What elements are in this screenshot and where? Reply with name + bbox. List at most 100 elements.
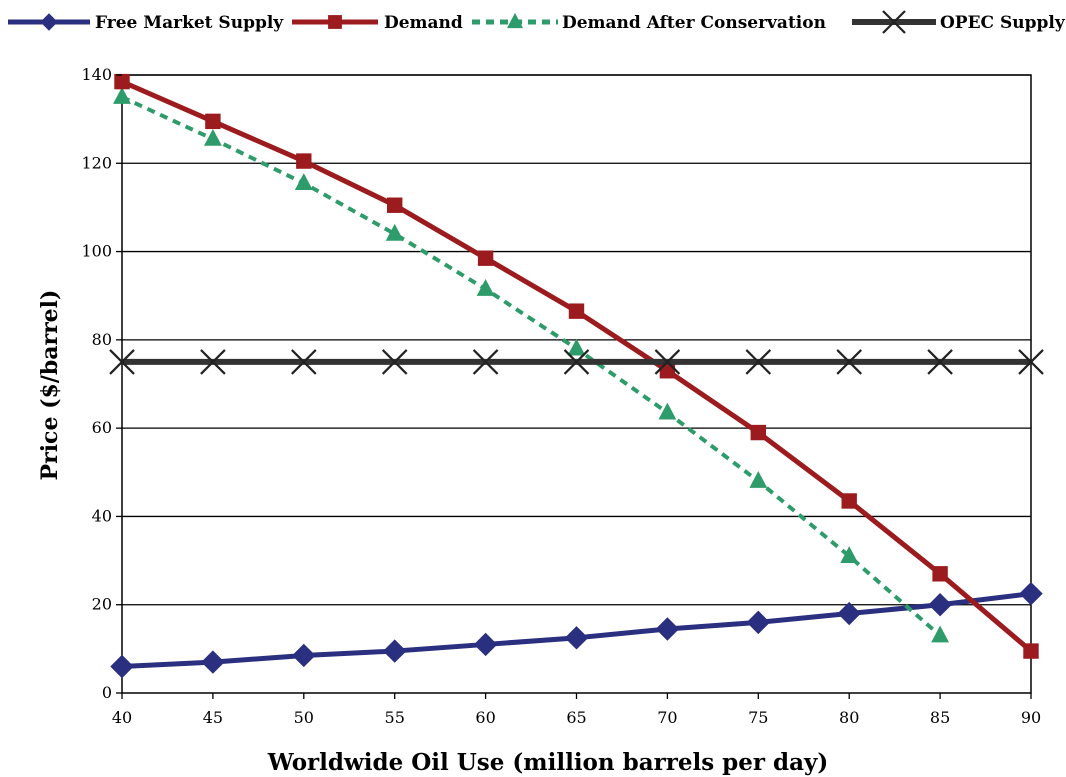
point-marker: [114, 73, 130, 90]
legend-item: OPEC Supply: [852, 10, 1066, 34]
point-marker: [1019, 581, 1043, 606]
series-opec-supply: [109, 349, 1044, 375]
x-tick-label: 50: [294, 708, 314, 727]
point-marker: [1018, 349, 1044, 375]
y-tick-label: 120: [81, 153, 112, 172]
x-marker-stroke: [291, 349, 317, 375]
point-marker: [328, 15, 342, 29]
gridlines: [122, 74, 1031, 606]
point-marker: [296, 153, 312, 169]
y-axis-label: Price ($/barrel): [37, 290, 63, 481]
point-marker: [932, 566, 948, 582]
point-marker: [477, 250, 494, 266]
x-tick-label: 80: [839, 708, 859, 727]
point-marker: [564, 626, 589, 650]
point-marker: [837, 601, 861, 626]
legend: Free Market Supply Demand Demand After Con…: [8, 10, 1066, 34]
point-marker: [109, 349, 135, 375]
x-marker-stroke: [836, 349, 862, 375]
series-demand: [114, 73, 1039, 659]
y-tick-label: 60: [92, 418, 112, 437]
point-marker: [563, 349, 590, 375]
y-tick-label: 0: [102, 683, 112, 702]
point-marker: [113, 87, 131, 104]
series-line: [121, 95, 942, 638]
point-marker: [472, 349, 499, 375]
series-demand-after-conservation: [113, 87, 950, 643]
point-marker: [928, 593, 952, 617]
point-marker: [40, 13, 58, 31]
x-tick-label: 65: [566, 708, 586, 727]
point-marker: [381, 349, 408, 375]
point-marker: [567, 338, 586, 356]
point-marker: [655, 617, 680, 641]
point-marker: [750, 424, 766, 441]
series-layer: [109, 73, 1044, 679]
x-tick-label: 70: [657, 708, 677, 727]
x-tick-label: 45: [203, 708, 223, 727]
point-marker: [931, 625, 950, 643]
x-marker-stroke: [472, 349, 499, 375]
point-marker: [292, 643, 316, 668]
legend-item: Free Market Supply: [8, 13, 284, 33]
x-tick-label: 85: [930, 708, 950, 727]
point-marker: [836, 349, 862, 375]
point-marker: [506, 12, 524, 29]
legend-item: Demand: [292, 13, 463, 33]
x-axis-ticks: 40 45 50 55 60 65 70 75 80 85 90: [112, 693, 1041, 727]
x-marker-stroke: [882, 10, 906, 34]
x-tick-label: 55: [385, 708, 405, 727]
plot-border: [121, 74, 1032, 694]
x-marker-stroke: [654, 349, 681, 375]
point-marker: [294, 173, 313, 190]
x-tick-label: 60: [475, 708, 495, 727]
x-tick-label: 40: [112, 708, 132, 727]
point-marker: [1023, 643, 1039, 659]
y-axis-ticks: 0 20 40 60 80 100 120 140: [81, 65, 122, 702]
point-marker: [473, 632, 498, 657]
x-tick-label: 90: [1021, 708, 1041, 727]
point-marker: [841, 493, 857, 509]
point-marker: [200, 349, 226, 375]
x-marker-stroke: [109, 349, 135, 375]
legend-label: Demand: [384, 13, 463, 33]
point-marker: [654, 349, 681, 375]
y-tick-label: 40: [92, 506, 112, 525]
series-free-market-supply: [110, 581, 1043, 679]
point-marker: [882, 10, 906, 34]
y-tick-label: 20: [92, 595, 112, 614]
legend-label: Demand After Conservation: [562, 13, 826, 33]
y-tick-label: 80: [92, 330, 112, 349]
x-axis-label: Worldwide Oil Use (million barrels per d…: [267, 749, 829, 776]
point-marker: [568, 303, 585, 319]
legend-label: Free Market Supply: [95, 13, 284, 33]
y-tick-label: 100: [81, 242, 112, 261]
x-marker-stroke: [200, 349, 226, 375]
x-marker-stroke: [1018, 349, 1044, 375]
point-marker: [201, 650, 225, 674]
point-marker: [110, 654, 134, 679]
point-marker: [927, 349, 953, 375]
x-marker-stroke: [563, 349, 590, 375]
y-tick-label: 140: [81, 65, 112, 84]
point-marker: [203, 128, 222, 146]
x-marker-stroke: [381, 349, 408, 375]
legend-label: OPEC Supply: [940, 13, 1066, 33]
point-marker: [387, 197, 403, 213]
point-marker: [205, 113, 221, 130]
point-marker: [476, 279, 495, 296]
point-marker: [746, 610, 771, 635]
point-marker: [840, 546, 859, 563]
point-marker: [745, 349, 772, 375]
legend-item: Demand After Conservation: [472, 12, 826, 33]
plot-area: [121, 74, 1032, 694]
point-marker: [749, 471, 768, 488]
series-line: [120, 79, 1033, 653]
x-marker-stroke: [745, 349, 772, 375]
point-marker: [658, 402, 677, 420]
x-marker-stroke: [927, 349, 953, 375]
point-marker: [385, 223, 404, 241]
x-tick-label: 75: [748, 708, 768, 727]
point-marker: [291, 349, 317, 375]
